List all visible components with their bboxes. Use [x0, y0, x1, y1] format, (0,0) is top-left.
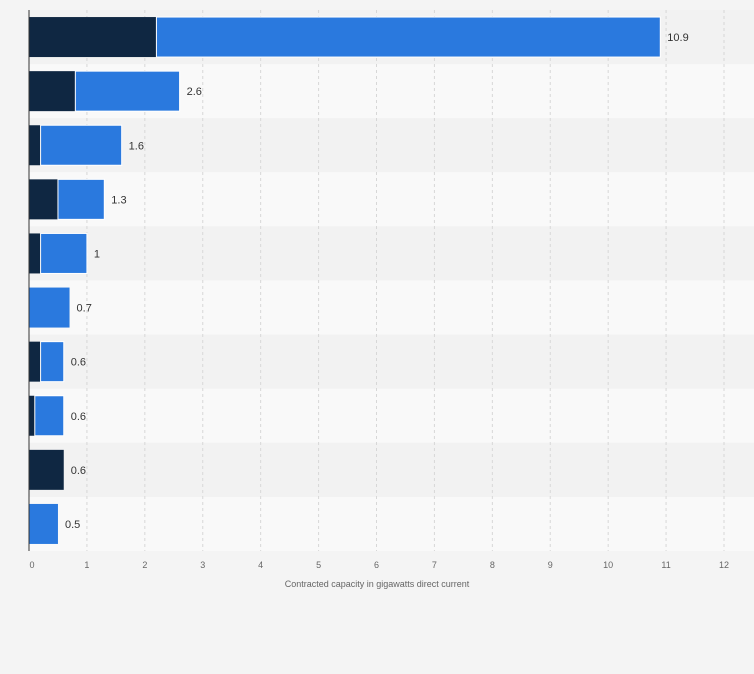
data-label: 1.6	[129, 140, 144, 152]
bar-segment-series-1	[29, 17, 157, 58]
bar-segment-series-1	[29, 395, 35, 436]
row-bands	[29, 10, 754, 551]
bar-segment-series-1	[29, 449, 64, 490]
x-tick-label: 11	[661, 560, 670, 570]
bar-segment-series-1	[29, 341, 41, 382]
bar-segment-series-2	[29, 287, 70, 328]
row-band	[29, 388, 754, 443]
x-tick-label: 7	[432, 560, 437, 570]
x-tick-label: 12	[719, 560, 729, 570]
row-band	[29, 442, 754, 497]
x-tick-label: 9	[548, 560, 553, 570]
x-tick-label: 0	[29, 560, 34, 570]
bar-segment-series-1	[29, 179, 58, 220]
data-label: 0.7	[77, 303, 92, 315]
bar-segment-series-2	[34, 395, 65, 437]
x-tick-label: 2	[142, 560, 147, 570]
data-label: 10.9	[667, 32, 688, 44]
row-band	[29, 280, 754, 335]
bar-segment-series-2	[40, 341, 65, 383]
x-tick-label: 10	[603, 560, 613, 570]
bars	[29, 16, 661, 544]
x-tick-label: 8	[490, 560, 495, 570]
data-label: 0.6	[71, 357, 86, 369]
bar-segment-series-1	[29, 71, 76, 112]
x-tick-label: 3	[200, 560, 205, 570]
bar-segment-series-2	[29, 503, 58, 544]
data-label: 1	[94, 248, 100, 260]
row-band	[29, 226, 754, 281]
x-axis-title: Contracted capacity in gigawatts direct …	[285, 579, 470, 589]
row-band	[29, 118, 754, 173]
row-band	[29, 172, 754, 227]
bar-segment-series-2	[57, 178, 105, 220]
data-label: 0.6	[71, 465, 86, 477]
x-tick-label: 6	[374, 560, 379, 570]
bar-segment-series-2	[155, 16, 661, 58]
bar-segment-series-1	[29, 125, 41, 166]
value-labels: 10.9 2.6 1.6 1.3 1 0.7 0.6 0.6 0.6 0.5	[65, 32, 689, 531]
row-band	[29, 496, 754, 551]
data-label: 0.6	[71, 411, 86, 423]
bar-segment-series-2	[40, 124, 123, 166]
data-label: 1.3	[111, 194, 126, 206]
x-tick-label: 1	[84, 560, 89, 570]
row-band	[29, 334, 754, 389]
bar-segment-series-2	[40, 232, 88, 274]
x-axis: 0 1 2 3 4 5 6 7 8 9 10 11 12	[28, 10, 729, 570]
bar-segment-series-2	[74, 70, 181, 112]
bar-segment-series-1	[29, 233, 41, 274]
data-label: 0.5	[65, 519, 80, 531]
data-label: 2.6	[187, 86, 202, 98]
x-tick-label: 4	[258, 560, 263, 570]
x-tick-label: 5	[316, 560, 321, 570]
